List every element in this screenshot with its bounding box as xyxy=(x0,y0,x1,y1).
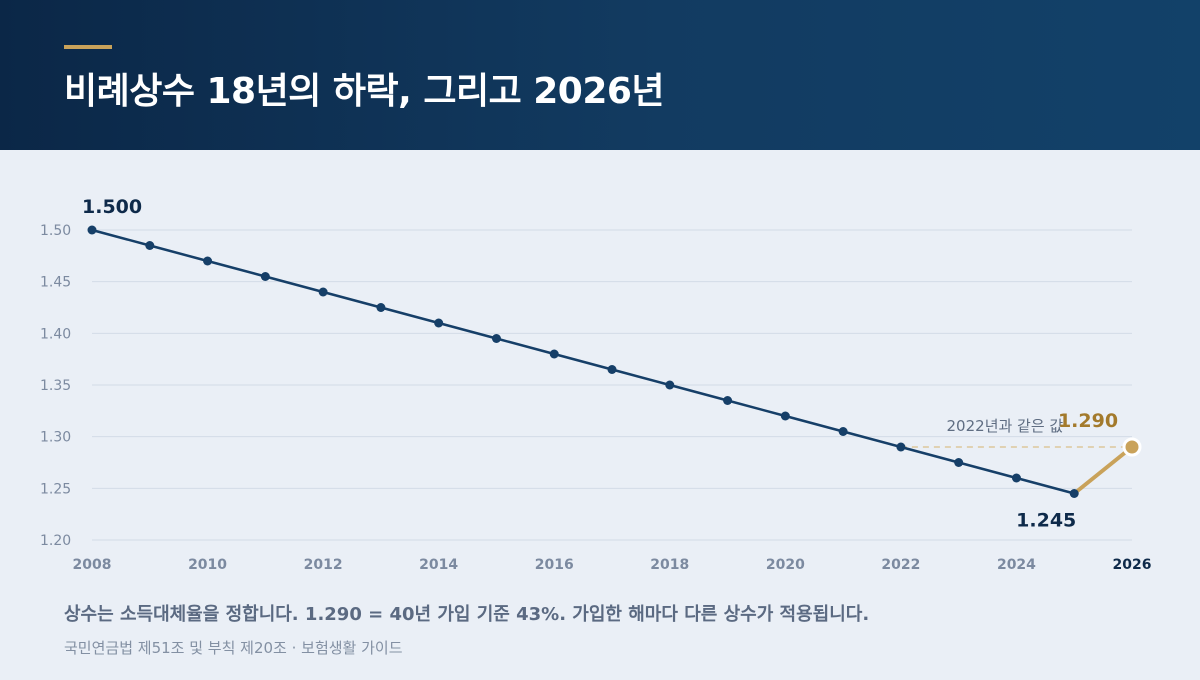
x-tick-label: 2014 xyxy=(419,557,458,573)
series-line-2026 xyxy=(1072,445,1134,496)
x-tick-label: 2008 xyxy=(73,557,112,573)
data-point xyxy=(780,411,790,421)
x-tick-label: 2016 xyxy=(535,557,574,573)
x-tick-label: 2018 xyxy=(650,557,689,573)
caption: 상수는 소득대체율을 정합니다. 1.290 = 40년 가입 기준 43%. … xyxy=(64,604,870,625)
data-point xyxy=(434,318,444,328)
accent-bar xyxy=(64,45,112,49)
x-tick-label: 2012 xyxy=(304,557,343,573)
x-tick-label: 2024 xyxy=(997,557,1036,573)
series-layer xyxy=(87,225,1142,498)
series-line xyxy=(91,228,1075,495)
data-point xyxy=(838,427,848,436)
data-point xyxy=(665,380,675,390)
data-point xyxy=(145,241,155,250)
y-tick-label: 1.35 xyxy=(40,378,71,394)
y-tick-label: 1.25 xyxy=(40,481,71,497)
data-point xyxy=(1011,473,1021,483)
reference-label: 2022년과 같은 값 xyxy=(947,417,1064,435)
data-point xyxy=(1069,489,1079,498)
data-point xyxy=(723,396,733,405)
data-point xyxy=(954,458,964,467)
data-point xyxy=(896,442,906,452)
data-point xyxy=(549,349,559,359)
y-tick-label: 1.40 xyxy=(40,326,71,342)
data-label-end: 1.290 xyxy=(1058,410,1118,432)
grid-layer xyxy=(92,229,1132,541)
page-title: 비례상수 18년의 하락, 그리고 2026년 xyxy=(64,71,665,112)
data-point xyxy=(203,256,213,266)
x-tick-label: 2020 xyxy=(766,557,805,573)
y-tick-label: 1.50 xyxy=(40,223,71,239)
data-point xyxy=(87,225,97,235)
source-note: 국민연금법 제51조 및 부칙 제20조 · 보험생활 가이드 xyxy=(64,639,403,657)
label-layer: 1.500 1.245 1.290 xyxy=(82,196,1118,532)
x-tick-label: 2022 xyxy=(881,557,920,573)
data-label-start: 1.500 xyxy=(82,196,142,218)
line-chart: 1.20 1.25 1.30 1.35 1.40 1.45 1.50 2008 2010 2012… xyxy=(40,196,1151,573)
data-point-2026 xyxy=(1122,437,1142,457)
data-point xyxy=(376,303,386,312)
y-tick-label: 1.45 xyxy=(40,275,71,291)
data-point xyxy=(260,272,270,281)
x-tick-label: 2026 xyxy=(1113,557,1152,573)
data-point xyxy=(318,287,328,297)
data-point xyxy=(607,365,617,374)
y-tick-label: 1.20 xyxy=(40,533,71,549)
tick-layer: 1.20 1.25 1.30 1.35 1.40 1.45 1.50 2008 2010 2012… xyxy=(40,223,1151,573)
y-tick-label: 1.30 xyxy=(40,430,71,446)
data-label-low: 1.245 xyxy=(1016,510,1076,532)
header: 비례상수 18년의 하락, 그리고 2026년 xyxy=(0,0,1200,150)
data-point xyxy=(491,334,501,343)
reference-layer: 2022년과 같은 값 xyxy=(900,417,1132,448)
x-tick-label: 2010 xyxy=(188,557,227,573)
